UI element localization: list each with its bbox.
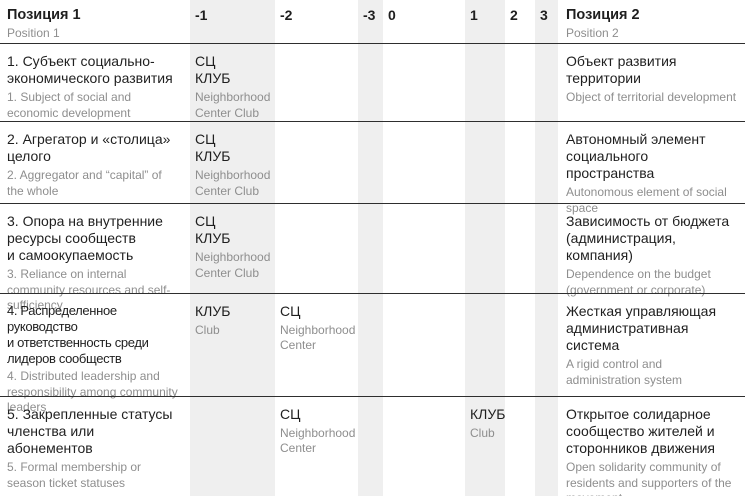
- row3-position1-ru: 3. Опора на внутренние ресурсы сообществ…: [7, 213, 163, 264]
- row1-cell-plus3: [535, 43, 558, 121]
- row2-position2-label: Автономный элемент социального пространс…: [558, 121, 745, 215]
- row5-cell-plus2: [505, 396, 535, 496]
- row1-position2-label: Объект развития территории Object of ter…: [558, 43, 745, 121]
- row4-position1-ru: 4. Распределенное руководство и ответств…: [7, 303, 149, 366]
- row4-cell-plus2: [505, 293, 535, 396]
- row4-cell-minus1: КЛУБ Club: [190, 293, 275, 396]
- row3-cell-plus3: [535, 203, 558, 293]
- row3-position1-label: 3. Опора на внутренние ресурсы сообществ…: [0, 203, 190, 312]
- row5-position1-ru: 5. Закрепленные статусы членства или або…: [7, 406, 173, 457]
- row2-cell-zero: [383, 121, 465, 203]
- row2-position1-label: 2. Агрегатор и «столица» целого 2. Aggre…: [0, 121, 190, 203]
- row5-cell-minus2: СЦ Neighborhood Center: [275, 396, 358, 496]
- row5-position1-en: 5. Formal membership or season ticket st…: [7, 460, 142, 490]
- row4-cell-plus1: [465, 293, 505, 396]
- row2-position1-en: 2. Aggregator and “capital” of the whole: [7, 168, 162, 198]
- row5-cell-plus3: [535, 396, 558, 496]
- row5-cell-plus1-ru: КЛУБ: [470, 406, 506, 422]
- row4-cell-plus3: [535, 293, 558, 396]
- row3-position2-ru: Зависимость от бюджета (администрация, к…: [566, 213, 730, 264]
- row2-cell-minus1: СЦ КЛУБ Neighborhood Center Club: [190, 121, 275, 203]
- header-position-1-en: Position 1: [7, 25, 60, 40]
- row3-cell-minus1-ru: СЦ КЛУБ: [195, 213, 231, 247]
- row3-cell-minus2: [275, 203, 358, 293]
- row1-position2-ru: Объект развития территории: [566, 53, 677, 87]
- row2-position2-en: Autonomous element of social space: [566, 185, 727, 215]
- row2-cell-plus3: [535, 121, 558, 203]
- row2-cell-minus2: [275, 121, 358, 203]
- row2-position1-ru: 2. Агрегатор и «столица» целого: [7, 131, 171, 165]
- row5-cell-minus1: [190, 396, 275, 496]
- header-scale-plus1: 1: [465, 0, 505, 43]
- row5-position2-label: Открытое солидарное сообщество жителей и…: [558, 396, 745, 496]
- row4-cell-minus2: СЦ Neighborhood Center: [275, 293, 358, 396]
- row4-position2-ru: Жесткая управляющая административная сис…: [566, 303, 717, 354]
- row3-cell-minus1: СЦ КЛУБ Neighborhood Center Club: [190, 203, 275, 293]
- header-scale-minus3: -3: [358, 0, 383, 43]
- row1-position1-ru: 1. Субъект социально- экономического раз…: [7, 53, 173, 87]
- row2-cell-minus1-ru: СЦ КЛУБ: [195, 131, 231, 165]
- header-position-2: Позиция 2 Position 2: [558, 0, 745, 43]
- row3-cell-plus2: [505, 203, 535, 293]
- row4-cell-minus3: [358, 293, 383, 396]
- row5-position1-label: 5. Закрепленные статусы членства или або…: [0, 396, 190, 496]
- row1-cell-minus1-ru: СЦ КЛУБ: [195, 53, 231, 87]
- header-scale-minus2: -2: [280, 7, 293, 23]
- row4-position2-label: Жесткая управляющая административная сис…: [558, 293, 745, 396]
- header-scale-plus3: 3: [535, 0, 558, 43]
- header-scale-plus2: 2: [510, 7, 518, 23]
- row1-cell-minus3: [358, 43, 383, 121]
- row4-cell-minus1-en: Club: [195, 323, 220, 338]
- row1-cell-minus2: [275, 43, 358, 121]
- row1-position1-en: 1. Subject of social and economic develo…: [7, 90, 132, 120]
- row4-cell-zero: [383, 293, 465, 396]
- row1-cell-minus1: СЦ КЛУБ Neighborhood Center Club: [190, 43, 275, 121]
- row3-cell-zero: [383, 203, 465, 293]
- row4-position1-label: 4. Распределенное руководство и ответств…: [0, 293, 190, 414]
- row3-cell-plus1: [465, 203, 505, 293]
- row2-cell-plus1: [465, 121, 505, 203]
- row5-cell-plus1: КЛУБ Club: [465, 396, 505, 496]
- header-scale-zero: 0: [388, 7, 396, 23]
- row5-cell-plus1-en: Club: [470, 426, 495, 441]
- header-position-1-ru: Позиция 1: [7, 7, 81, 23]
- row5-position2-en: Open solidarity community of residents a…: [566, 460, 732, 496]
- row2-position2-ru: Автономный элемент социального пространс…: [566, 131, 706, 182]
- header-position-1: Позиция 1 Position 1: [0, 0, 190, 43]
- header-position-2-en: Position 2: [566, 25, 619, 40]
- row5-cell-minus2-ru: СЦ: [280, 406, 301, 422]
- row5-cell-zero: [383, 396, 465, 496]
- row4-position1-en: 4. Distributed leadership and responsibi…: [7, 369, 178, 415]
- row3-cell-minus3: [358, 203, 383, 293]
- row5-position2-ru: Открытое солидарное сообщество жителей и…: [566, 406, 716, 457]
- row3-position2-label: Зависимость от бюджета (администрация, к…: [558, 203, 745, 297]
- row1-cell-minus1-en: Neighborhood Center Club: [195, 90, 271, 120]
- row1-cell-plus1: [465, 43, 505, 121]
- header-scale-minus1: -1: [190, 0, 275, 43]
- row3-cell-minus1-en: Neighborhood Center Club: [195, 250, 271, 280]
- row2-cell-minus1-en: Neighborhood Center Club: [195, 168, 271, 198]
- row5-cell-minus3: [358, 396, 383, 496]
- row4-cell-minus2-en: Neighborhood Center: [280, 323, 356, 353]
- row4-cell-minus1-ru: КЛУБ: [195, 303, 231, 319]
- row5-cell-minus2-en: Neighborhood Center: [280, 426, 356, 456]
- row1-position2-en: Object of territorial development: [566, 90, 737, 105]
- row4-cell-minus2-ru: СЦ: [280, 303, 301, 319]
- row2-cell-minus3: [358, 121, 383, 203]
- row1-position1-label: 1. Субъект социально- экономического раз…: [0, 43, 190, 121]
- row2-cell-plus2: [505, 121, 535, 203]
- row4-position2-en: A rigid control and administration syste…: [566, 357, 683, 387]
- row1-cell-plus2: [505, 43, 535, 121]
- header-position-2-ru: Позиция 2: [566, 7, 640, 23]
- row1-cell-zero: [383, 43, 465, 121]
